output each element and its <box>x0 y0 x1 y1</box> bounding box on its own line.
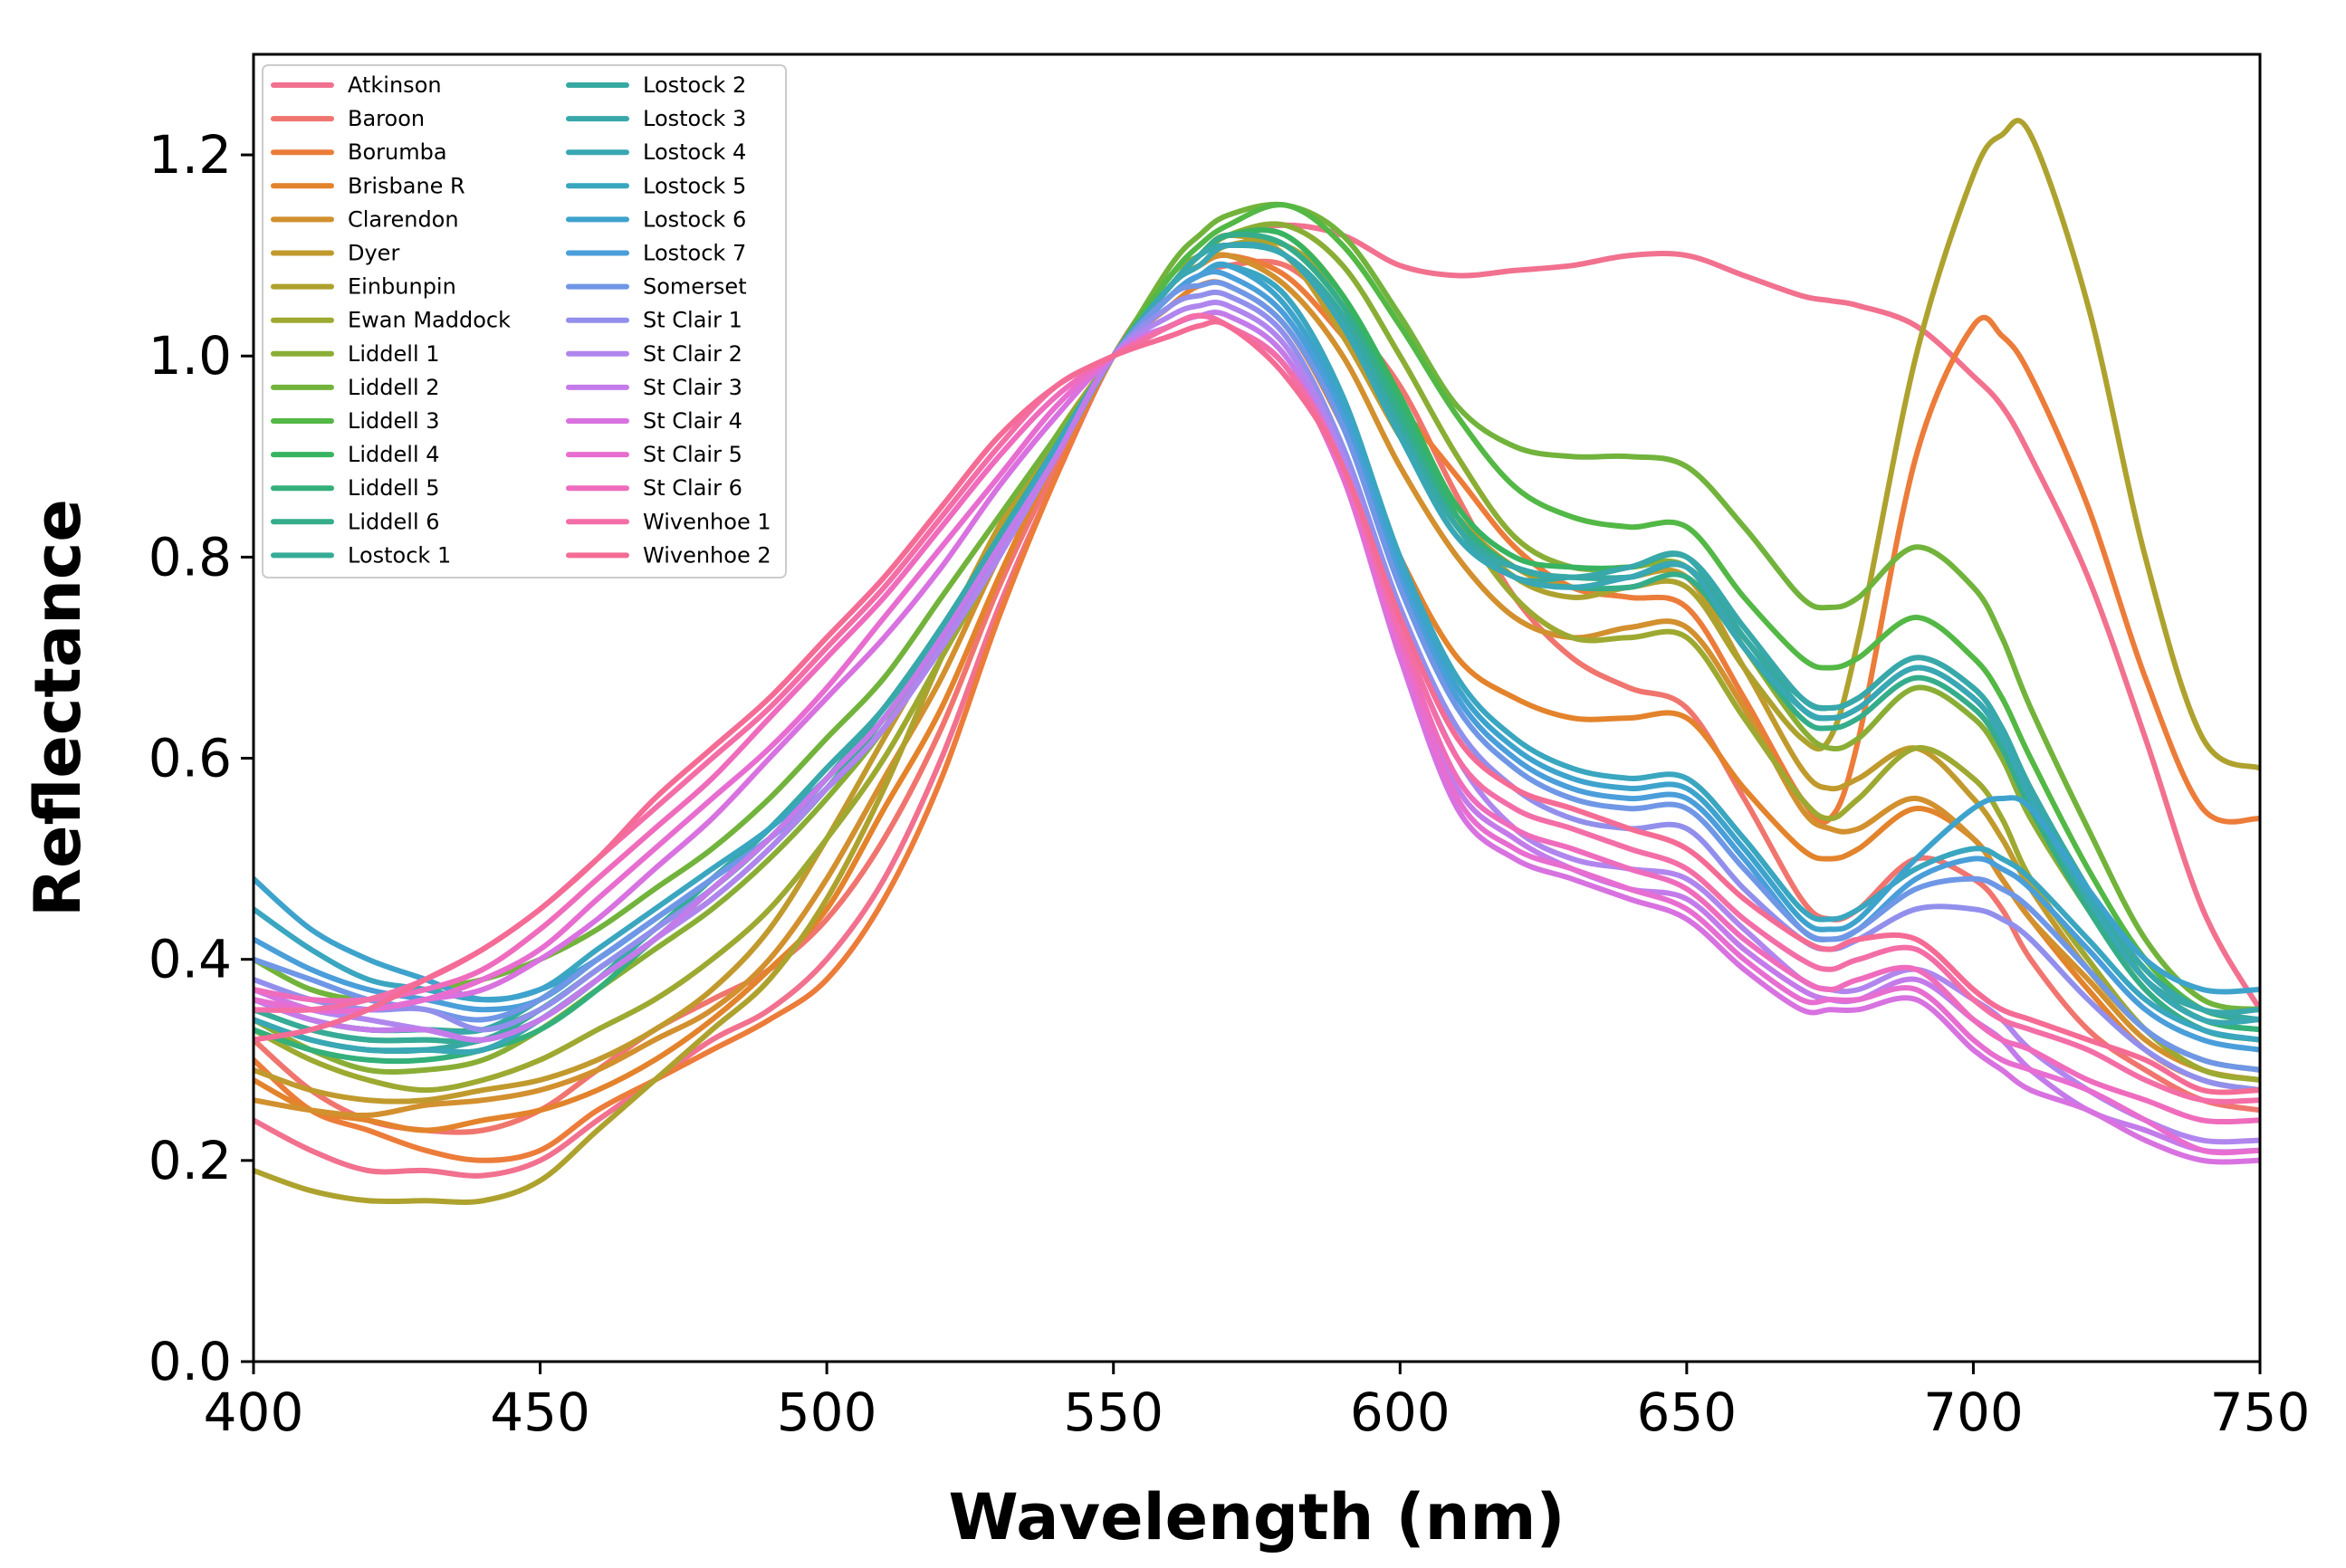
legend-label-2: Borumba <box>348 139 447 165</box>
legend-label-8: Liddell 1 <box>348 341 440 367</box>
x-tick-label: 650 <box>1636 1382 1737 1443</box>
y-axis-title: Reflectance <box>21 499 95 917</box>
legend-label-16: Lostock 3 <box>643 106 746 131</box>
legend-box <box>262 64 787 578</box>
legend-label-20: Lostock 7 <box>643 241 746 266</box>
legend-label-15: Lostock 2 <box>643 72 746 98</box>
series-line-4 <box>254 252 2260 1119</box>
x-tick-label: 500 <box>777 1382 877 1443</box>
legend-label-7: Ewan Maddock <box>348 308 511 333</box>
legend-label-9: Liddell 2 <box>348 375 440 400</box>
series-line-8 <box>254 221 2260 1076</box>
legend-label-28: Wivenhoe 1 <box>643 509 771 534</box>
x-tick-label: 600 <box>1350 1382 1451 1443</box>
legend-label-12: Liddell 5 <box>348 475 440 501</box>
legend-label-13: Liddell 6 <box>348 509 440 534</box>
legend-label-0: Atkinson <box>348 72 442 98</box>
legend-label-23: St Clair 2 <box>643 341 742 367</box>
series-line-29 <box>254 319 2260 1095</box>
legend: Atkinson Baroon Borumba Brisbane R Clarendon… <box>262 64 787 578</box>
series-line-21 <box>254 279 2260 1073</box>
legend-label-5: Dyer <box>348 241 399 266</box>
series-line-28 <box>254 312 2260 1104</box>
x-tick-label: 550 <box>1063 1382 1163 1443</box>
series-line-22 <box>254 289 2260 1094</box>
legend-label-6: Einbunpin <box>348 274 456 300</box>
x-axis-title: Wavelength (nm) <box>949 1480 1566 1554</box>
legend-label-1: Baroon <box>348 106 425 131</box>
y-tick-label: 1.0 <box>148 325 232 387</box>
series-line-18 <box>254 262 2260 1043</box>
legend-label-4: Clarendon <box>348 206 459 232</box>
legend-label-26: St Clair 5 <box>643 442 742 467</box>
y-tick-label: 0.2 <box>148 1130 232 1191</box>
x-axis: 400 450 500 550 600 650 700 750 <box>204 1362 2311 1443</box>
legend-label-14: Lostock 1 <box>348 542 451 568</box>
legend-label-25: St Clair 4 <box>643 408 742 434</box>
legend-label-19: Lostock 6 <box>643 206 746 232</box>
legend-label-24: St Clair 3 <box>643 375 742 400</box>
x-tick-label: 450 <box>490 1382 590 1443</box>
y-tick-label: 0.8 <box>148 526 232 588</box>
legend-label-18: Lostock 5 <box>643 173 746 198</box>
x-tick-label: 400 <box>204 1382 304 1443</box>
x-tick-label: 700 <box>1923 1382 2024 1443</box>
series-line-24 <box>254 310 2260 1155</box>
plot-frame <box>252 53 2262 1363</box>
legend-label-3: Brisbane R <box>348 173 465 198</box>
legend-label-21: Somerset <box>643 274 747 300</box>
y-tick-label: 0.4 <box>148 929 232 990</box>
legend-label-11: Liddell 4 <box>348 442 440 467</box>
legend-label-27: St Clair 6 <box>643 475 742 501</box>
legend-label-17: Lostock 4 <box>643 139 746 165</box>
series-layer <box>254 118 2260 1205</box>
legend-label-29: Wivenhoe 2 <box>643 542 771 568</box>
legend-label-10: Liddell 3 <box>348 408 440 434</box>
legend-label-22: St Clair 1 <box>643 308 742 333</box>
x-tick-label: 750 <box>2210 1382 2311 1443</box>
y-axis: 0.0 0.2 0.4 0.6 0.8 1.0 1.2 <box>148 124 254 1392</box>
y-tick-label: 0.6 <box>148 728 232 789</box>
y-tick-label: 1.2 <box>148 124 232 186</box>
y-tick-label: 0.0 <box>148 1331 232 1392</box>
